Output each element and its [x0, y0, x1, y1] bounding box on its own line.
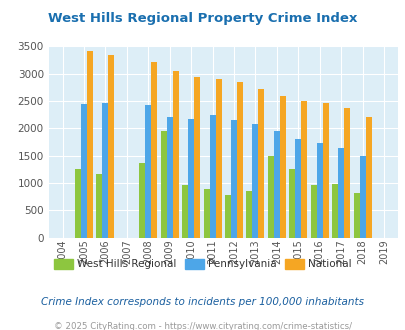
- Bar: [301, 101, 307, 238]
- Bar: [108, 55, 114, 238]
- Bar: [75, 169, 81, 238]
- Bar: [289, 169, 294, 238]
- Bar: [294, 139, 301, 238]
- Bar: [145, 105, 151, 238]
- Bar: [182, 185, 188, 238]
- Bar: [172, 71, 178, 238]
- Bar: [160, 131, 166, 238]
- Bar: [343, 108, 349, 238]
- Bar: [209, 115, 215, 238]
- Bar: [246, 190, 252, 238]
- Text: West Hills Regional Property Crime Index: West Hills Regional Property Crime Index: [48, 12, 357, 24]
- Bar: [230, 120, 237, 238]
- Bar: [252, 124, 258, 238]
- Bar: [102, 103, 108, 238]
- Bar: [279, 96, 285, 238]
- Bar: [215, 79, 221, 238]
- Bar: [353, 193, 359, 238]
- Bar: [258, 89, 264, 238]
- Bar: [188, 119, 194, 238]
- Bar: [237, 82, 243, 238]
- Bar: [203, 189, 209, 238]
- Legend: West Hills Regional, Pennsylvania, National: West Hills Regional, Pennsylvania, Natio…: [50, 255, 355, 274]
- Bar: [166, 117, 172, 238]
- Bar: [331, 184, 337, 238]
- Bar: [81, 104, 87, 238]
- Bar: [194, 77, 200, 238]
- Bar: [267, 156, 273, 238]
- Bar: [337, 148, 343, 238]
- Bar: [151, 62, 157, 238]
- Bar: [224, 195, 230, 238]
- Bar: [139, 163, 145, 238]
- Text: Crime Index corresponds to incidents per 100,000 inhabitants: Crime Index corresponds to incidents per…: [41, 297, 364, 307]
- Bar: [87, 50, 93, 238]
- Bar: [310, 185, 316, 238]
- Bar: [96, 174, 102, 238]
- Bar: [322, 103, 328, 238]
- Bar: [364, 117, 371, 238]
- Bar: [359, 156, 364, 238]
- Text: © 2025 CityRating.com - https://www.cityrating.com/crime-statistics/: © 2025 CityRating.com - https://www.city…: [54, 322, 351, 330]
- Bar: [316, 143, 322, 238]
- Bar: [273, 131, 279, 238]
